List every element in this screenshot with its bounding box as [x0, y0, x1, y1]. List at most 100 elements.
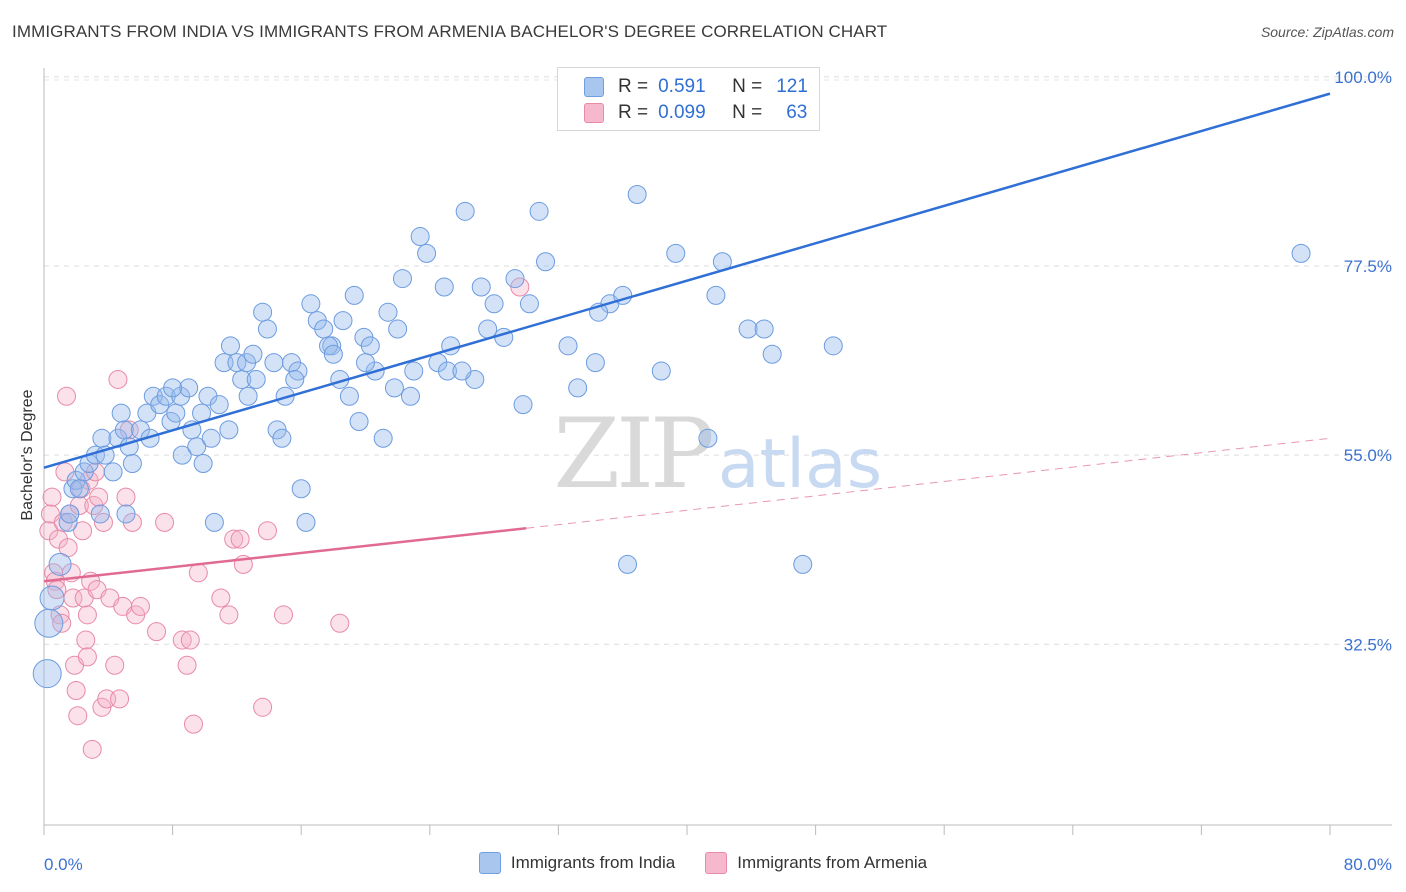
armenia-point: [110, 689, 130, 709]
india-point: [90, 504, 110, 524]
india-point: [296, 512, 316, 532]
india-point: [39, 585, 65, 611]
armenia-point: [77, 647, 97, 667]
series-legend: Immigrants from India Immigrants from Ar…: [0, 852, 1406, 874]
armenia-point: [219, 605, 239, 625]
armenia-point: [180, 630, 200, 650]
india-point: [384, 378, 404, 398]
india-point: [323, 344, 343, 364]
armenia-point: [211, 588, 231, 608]
india-point: [114, 420, 134, 440]
armenia-point: [155, 512, 175, 532]
india-point: [257, 319, 277, 339]
india-point: [219, 420, 239, 440]
armenia-point: [116, 487, 136, 507]
india-point: [360, 336, 380, 356]
india-point: [285, 369, 305, 389]
india-point: [505, 269, 525, 289]
y-axis-label: Bachelor's Degree: [19, 389, 36, 521]
india-point: [558, 336, 578, 356]
armenia-point: [57, 386, 77, 406]
india-point: [48, 552, 72, 576]
india-point: [344, 285, 364, 305]
india-point: [103, 462, 123, 482]
india-point: [116, 504, 136, 524]
india-point: [793, 554, 813, 574]
armenia-point: [177, 655, 197, 675]
india-point: [519, 294, 539, 314]
armenia-point: [253, 697, 273, 717]
india-point: [698, 428, 718, 448]
india-point: [823, 336, 843, 356]
legend-label: Immigrants from Armenia: [737, 853, 928, 872]
india-point: [401, 386, 421, 406]
india-point: [455, 201, 475, 221]
india-point: [651, 361, 671, 381]
india-point: [314, 319, 334, 339]
legend-row-india: R = 0.591 N = 121: [584, 75, 808, 99]
y-tick-label: 77.5%: [1344, 257, 1392, 276]
india-swatch: [584, 77, 604, 97]
india-point: [246, 369, 266, 389]
x-tick-label: 0.0%: [44, 855, 83, 874]
axes: [43, 68, 1392, 835]
india-point: [179, 378, 199, 398]
y-tick-label: 32.5%: [1344, 635, 1392, 654]
legend-item-india[interactable]: Immigrants from India: [478, 852, 675, 874]
armenia-points: [39, 277, 530, 759]
india-point: [204, 512, 224, 532]
india-point: [171, 386, 191, 406]
india-point: [275, 386, 295, 406]
legend-item-armenia[interactable]: Immigrants from Armenia: [705, 852, 927, 874]
india-point: [378, 302, 398, 322]
armenia-point: [66, 680, 86, 700]
india-point: [193, 454, 213, 474]
armenia-point: [147, 622, 167, 642]
india-points: [32, 185, 1311, 689]
source-label: Source: ZipAtlas.com: [1260, 24, 1394, 40]
india-point: [536, 252, 556, 272]
india-point: [264, 353, 284, 373]
india-point: [392, 269, 412, 289]
india-point: [32, 659, 62, 689]
india-swatch: [478, 852, 501, 874]
trend-lines: [43, 92, 1331, 583]
india-point: [356, 353, 375, 373]
armenia-point: [77, 605, 97, 625]
india-point: [92, 428, 112, 448]
india-point: [388, 319, 408, 339]
india-point: [166, 403, 186, 423]
armenia-trend-line: [43, 527, 527, 583]
armenia-point: [68, 706, 88, 726]
india-point: [238, 386, 258, 406]
watermark-zip: ZIP: [553, 398, 712, 510]
chart-title: IMMIGRANTS FROM INDIA VS IMMIGRANTS FROM…: [12, 22, 888, 41]
armenia-point: [224, 529, 244, 549]
r-label: R =: [618, 102, 649, 123]
india-point: [373, 428, 393, 448]
armenia-point: [130, 596, 150, 616]
india-point: [339, 386, 359, 406]
armenia-point: [76, 630, 96, 650]
india-point: [201, 428, 221, 448]
tick-labels: 32.5% 55.0% 77.5% 100.0% 0.0% 80.0%: [44, 68, 1392, 874]
india-point: [301, 294, 321, 314]
n-value: 63: [786, 102, 808, 123]
india-point: [706, 285, 726, 305]
india-point: [69, 479, 89, 499]
india-point: [618, 554, 638, 574]
india-point: [220, 336, 240, 356]
armenia-point: [108, 369, 128, 389]
india-point: [272, 428, 292, 448]
india-point: [253, 302, 273, 322]
india-point: [410, 227, 430, 247]
armenia-point: [172, 630, 192, 650]
armenia-point: [82, 739, 102, 759]
r-label: R =: [618, 76, 649, 97]
armenia-point: [257, 521, 277, 541]
india-point: [568, 378, 588, 398]
india-point: [585, 353, 605, 373]
india-point: [163, 378, 183, 398]
armenia-point: [105, 655, 125, 675]
armenia-point: [69, 496, 89, 516]
